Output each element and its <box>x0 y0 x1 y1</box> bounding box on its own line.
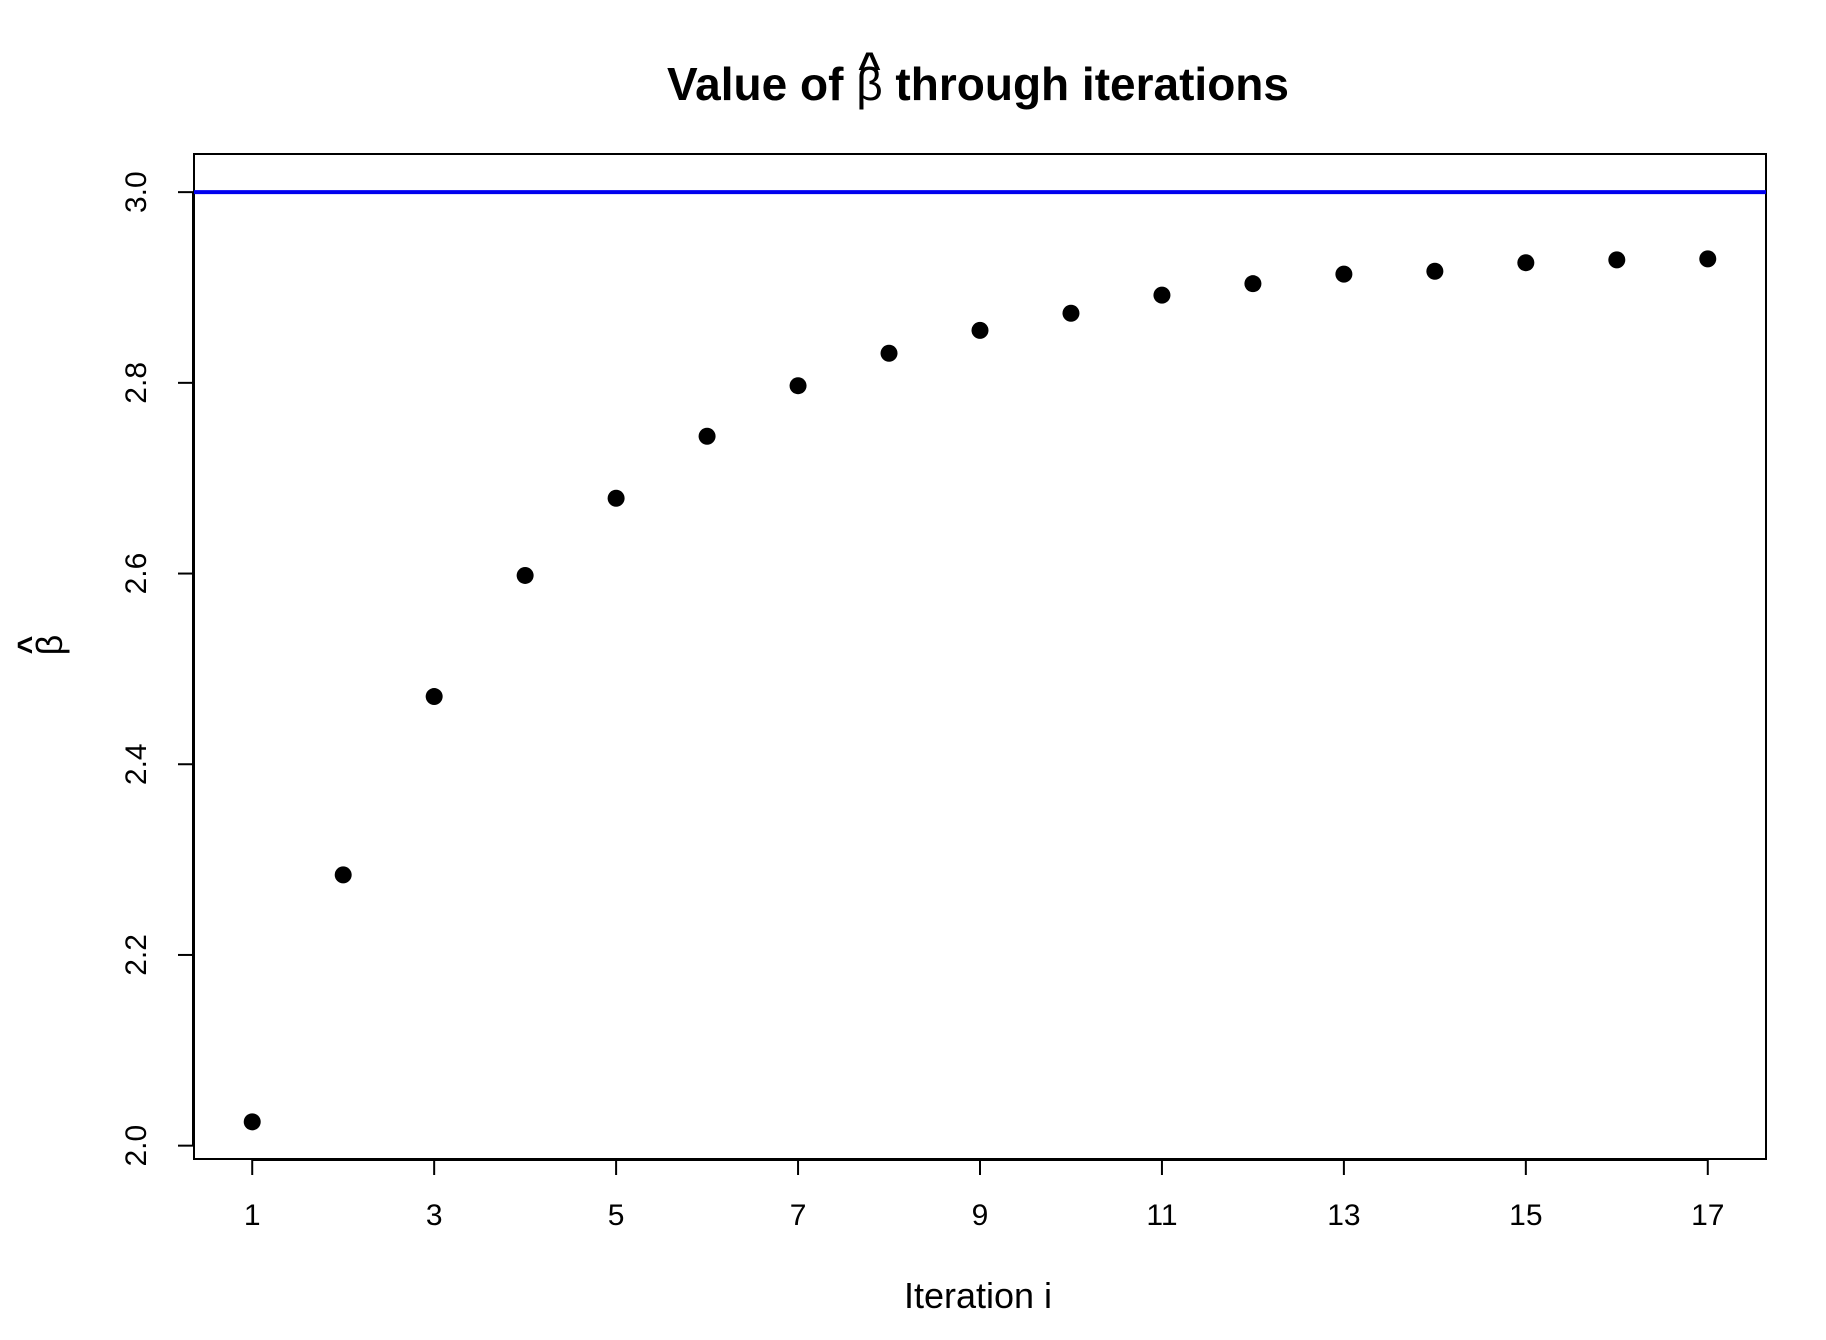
data-point <box>1335 265 1353 283</box>
x-axis-label: Iteration i <box>904 1275 1052 1316</box>
x-tick-label: 15 <box>1509 1199 1542 1232</box>
plot-frame <box>193 153 1767 1160</box>
x-tick-label: 5 <box>608 1199 625 1232</box>
data-point <box>243 1113 261 1131</box>
data-point <box>1244 275 1262 293</box>
data-point <box>698 427 716 445</box>
y-axis-label: β ^ <box>11 635 70 656</box>
chart-title-prefix: Value of <box>667 58 856 110</box>
y-tick-label: 2.8 <box>120 362 153 404</box>
data-point <box>789 377 807 395</box>
data-point <box>1062 304 1080 322</box>
x-tick-label: 11 <box>1146 1199 1177 1232</box>
chart-title-beta-symbol: β <box>856 58 882 110</box>
data-point <box>1426 262 1444 280</box>
y-tick-label: 2.0 <box>120 1125 153 1167</box>
plot-area <box>193 153 1767 1160</box>
chart-title: Value of β through iterations <box>667 58 1289 110</box>
y-axis-label-hat-accent: ^ <box>11 636 47 655</box>
y-axis-label-beta-symbol: β <box>29 635 70 656</box>
x-tick-label: 9 <box>972 1199 989 1232</box>
y-tick-label: 2.4 <box>120 743 153 785</box>
y-tick-label: 3.0 <box>120 171 153 213</box>
data-point <box>334 866 352 884</box>
x-tick-label: 1 <box>244 1199 261 1232</box>
x-tick-label: 3 <box>426 1199 443 1232</box>
data-point <box>971 321 989 339</box>
chart-title-suffix: through iterations <box>883 58 1289 110</box>
x-tick-label: 13 <box>1327 1199 1360 1232</box>
x-axis: 1 3 5 7 9 11 13 15 17 <box>244 1159 1724 1232</box>
x-tick-label: 17 <box>1691 1199 1724 1232</box>
data-point <box>1517 254 1535 272</box>
data-point <box>1699 250 1717 268</box>
y-axis: 2.0 2.2 2.4 2.6 2.8 3.0 <box>120 171 194 1167</box>
x-tick-label: 7 <box>790 1199 807 1232</box>
data-point <box>516 566 534 584</box>
data-points <box>243 250 1717 1131</box>
data-point <box>607 489 625 507</box>
data-point <box>425 688 443 706</box>
data-point <box>1608 251 1626 269</box>
chart-title-hat-accent: ^ <box>858 45 881 89</box>
data-point <box>1153 286 1171 304</box>
data-point <box>880 344 898 362</box>
y-tick-label: 2.2 <box>120 934 153 976</box>
y-tick-label: 2.6 <box>120 553 153 595</box>
